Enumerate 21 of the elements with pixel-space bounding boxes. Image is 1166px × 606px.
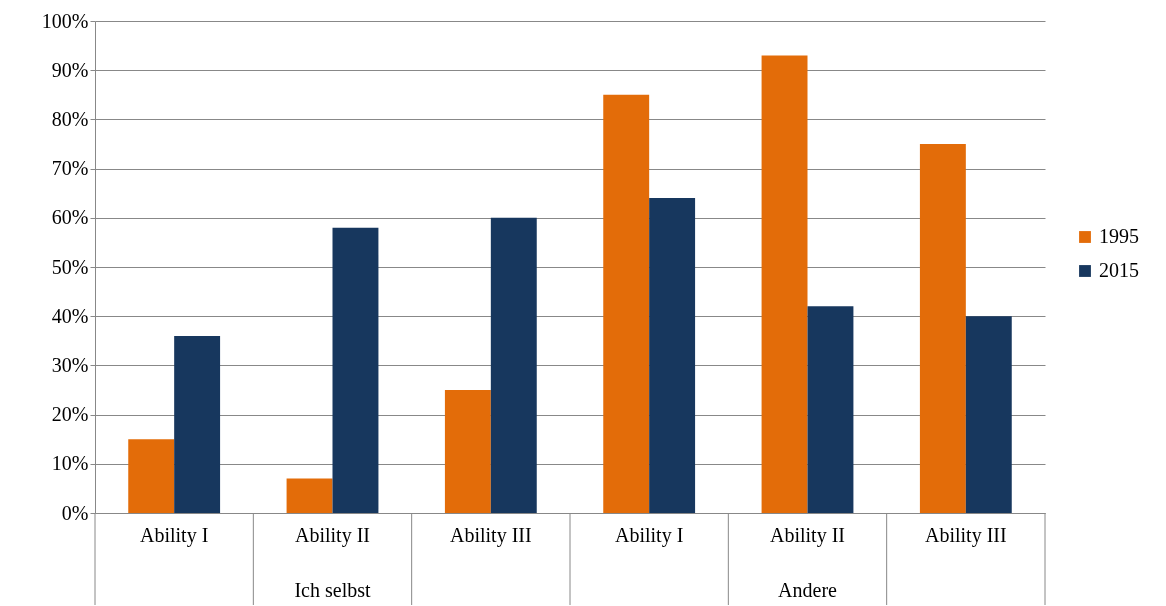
y-tick-label: 20% bbox=[51, 403, 89, 426]
legend-label: 2015 bbox=[1099, 259, 1139, 281]
y-tick-label: 60% bbox=[51, 206, 89, 229]
y-tick-label: 80% bbox=[51, 107, 89, 130]
x-tick-label: Ability II bbox=[770, 523, 845, 547]
x-tick-label: Ability I bbox=[139, 523, 209, 547]
y-tick-label: 90% bbox=[51, 58, 89, 81]
y-tick-label: 30% bbox=[51, 353, 89, 376]
y-tick-label: 70% bbox=[51, 157, 89, 180]
x-tick-label: Ability II bbox=[295, 523, 370, 547]
y-tick-label: 100% bbox=[41, 9, 89, 32]
y-tick-label: 40% bbox=[51, 304, 89, 327]
x-tick-label: Ability III bbox=[450, 523, 532, 547]
x-tick-label: Ability I bbox=[614, 523, 684, 547]
y-tick-label: 10% bbox=[51, 452, 89, 475]
x-tick-label: Ability III bbox=[925, 523, 1007, 547]
text: Ich selbst bbox=[294, 579, 371, 601]
text: Andere bbox=[778, 579, 838, 601]
y-tick-label: 0% bbox=[61, 501, 89, 524]
y-tick-label: 50% bbox=[51, 255, 89, 278]
legend-label: 1995 bbox=[1099, 225, 1139, 247]
